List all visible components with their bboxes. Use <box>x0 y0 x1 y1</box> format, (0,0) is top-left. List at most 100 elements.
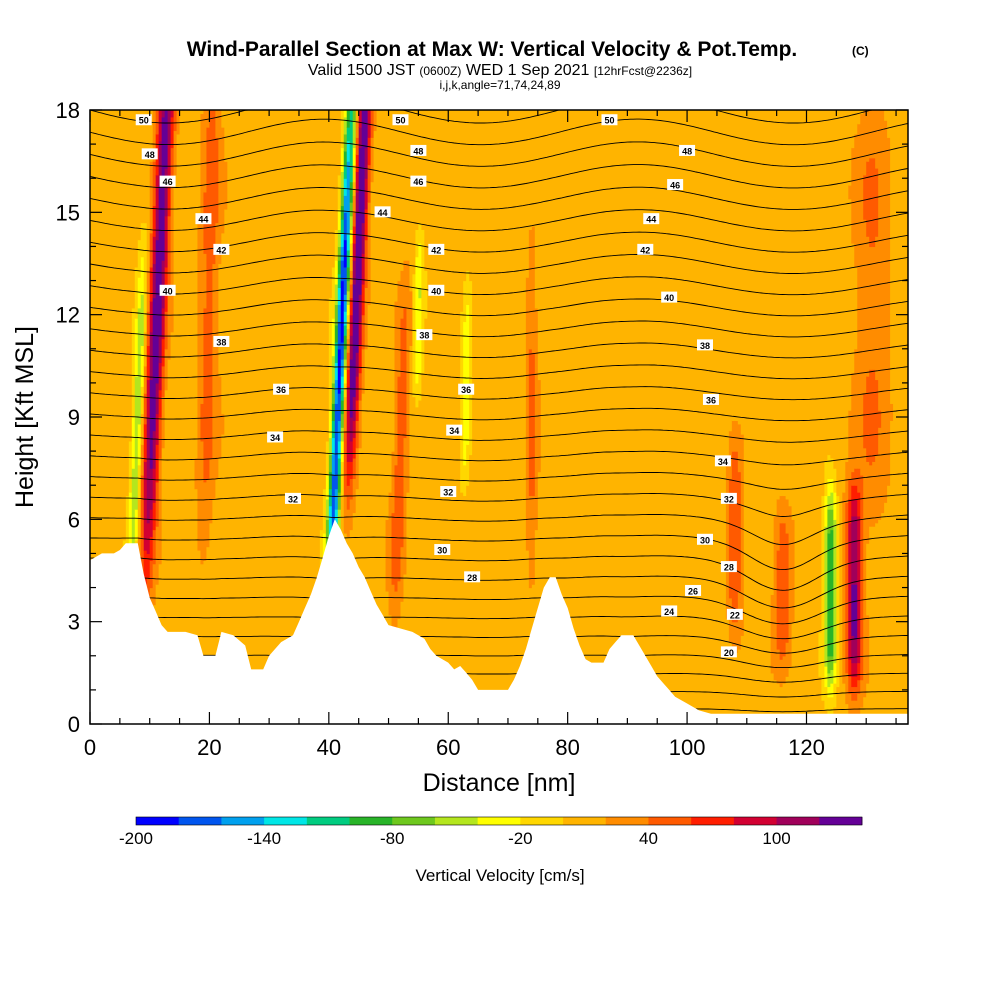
velocity-cell <box>155 444 160 483</box>
velocity-cell <box>639 110 643 724</box>
velocity-cell <box>200 440 205 565</box>
velocity-cell <box>328 471 333 490</box>
velocity-cell <box>361 314 366 350</box>
velocity-cell <box>122 110 127 541</box>
velocity-cell <box>884 120 888 503</box>
velocity-cell <box>731 621 736 653</box>
velocity-cell <box>857 515 861 664</box>
contour-label: 28 <box>720 561 737 573</box>
velocity-cell <box>758 110 763 724</box>
velocity-cell <box>391 512 396 585</box>
velocity-cell <box>167 110 172 145</box>
velocity-cell <box>466 270 470 306</box>
contour-label-box <box>661 605 678 617</box>
contour-label-text: 40 <box>664 293 674 303</box>
velocity-cell <box>349 229 354 244</box>
velocity-cell <box>152 430 157 469</box>
velocity-cell <box>319 110 324 531</box>
velocity-cell <box>331 437 336 456</box>
contour-label-text: 44 <box>378 208 388 218</box>
contour-label-box <box>637 243 654 255</box>
velocity-cell <box>346 304 351 316</box>
velocity-cell <box>854 676 858 688</box>
velocity-cell <box>301 110 306 724</box>
velocity-cell <box>155 174 160 210</box>
velocity-cell <box>493 110 497 724</box>
velocity-cell <box>346 461 351 486</box>
contour-label-text: 48 <box>145 150 155 160</box>
velocity-cell <box>161 365 166 398</box>
velocity-cell <box>170 185 175 333</box>
velocity-cell <box>675 110 679 724</box>
velocity-cell <box>343 382 348 398</box>
velocity-cell <box>343 195 348 213</box>
velocity-cell <box>206 478 211 548</box>
velocity-cell <box>361 393 366 724</box>
velocity-cell <box>370 137 375 183</box>
velocity-cell <box>528 229 533 350</box>
velocity-cell <box>361 222 366 254</box>
velocity-cell <box>827 532 831 657</box>
velocity-cell <box>158 389 163 418</box>
velocity-cell <box>424 270 428 319</box>
velocity-cell <box>403 110 408 261</box>
velocity-cell <box>872 526 876 724</box>
velocity-cell <box>134 318 139 377</box>
velocity-cell <box>728 642 733 724</box>
contour-label-box <box>374 206 391 218</box>
velocity-cell <box>203 560 208 724</box>
velocity-cell <box>469 110 473 282</box>
velocity-cell <box>496 110 500 724</box>
velocity-cell <box>152 236 157 265</box>
copyright-mark: (C) <box>852 44 869 58</box>
velocity-cell <box>588 110 593 724</box>
velocity-cell <box>355 352 360 377</box>
velocity-cell <box>857 693 861 715</box>
velocity-cell <box>221 232 225 415</box>
velocity-cell <box>394 464 399 592</box>
velocity-cell <box>549 110 554 724</box>
velocity-cell <box>669 110 673 724</box>
contour-label-text: 32 <box>288 494 298 504</box>
theta-contour <box>90 471 908 490</box>
velocity-cell <box>200 563 205 724</box>
velocity-cell <box>779 110 784 497</box>
velocity-cell <box>409 290 414 346</box>
velocity-cell <box>340 376 345 391</box>
velocity-cell <box>851 485 855 500</box>
contour-label: 48 <box>410 144 427 156</box>
velocity-cell <box>621 110 625 724</box>
velocity-cell <box>466 110 470 271</box>
velocity-cell <box>340 461 345 497</box>
velocity-cell <box>827 478 831 497</box>
contour-label: 36 <box>273 383 290 395</box>
velocity-cell <box>337 174 342 210</box>
velocity-cell <box>824 461 828 497</box>
velocity-cell <box>200 113 205 404</box>
contour-label: 50 <box>135 114 152 126</box>
contour-label-text: 32 <box>443 488 453 498</box>
velocity-cell <box>424 110 428 271</box>
velocity-cell <box>779 495 784 524</box>
velocity-cell <box>143 365 148 394</box>
velocity-cell <box>851 243 855 374</box>
velocity-cell <box>125 110 130 497</box>
velocity-cell <box>528 495 533 589</box>
contour-label: 40 <box>661 291 678 303</box>
velocity-cell <box>349 283 354 299</box>
velocity-cell <box>358 321 363 346</box>
velocity-cell <box>352 110 357 121</box>
theta-contour <box>90 118 908 146</box>
velocity-cell <box>415 110 419 230</box>
velocity-cell <box>364 147 369 179</box>
velocity-cell <box>325 519 330 551</box>
velocity-cell <box>537 379 542 473</box>
contour-label-text: 20 <box>724 648 734 658</box>
velocity-cell <box>200 403 205 442</box>
velocity-cell <box>164 110 169 169</box>
velocity-cell <box>206 127 211 479</box>
velocity-cell <box>693 110 697 724</box>
velocity-cell <box>457 110 461 724</box>
velocity-cell <box>146 345 151 381</box>
velocity-cell <box>149 301 154 333</box>
